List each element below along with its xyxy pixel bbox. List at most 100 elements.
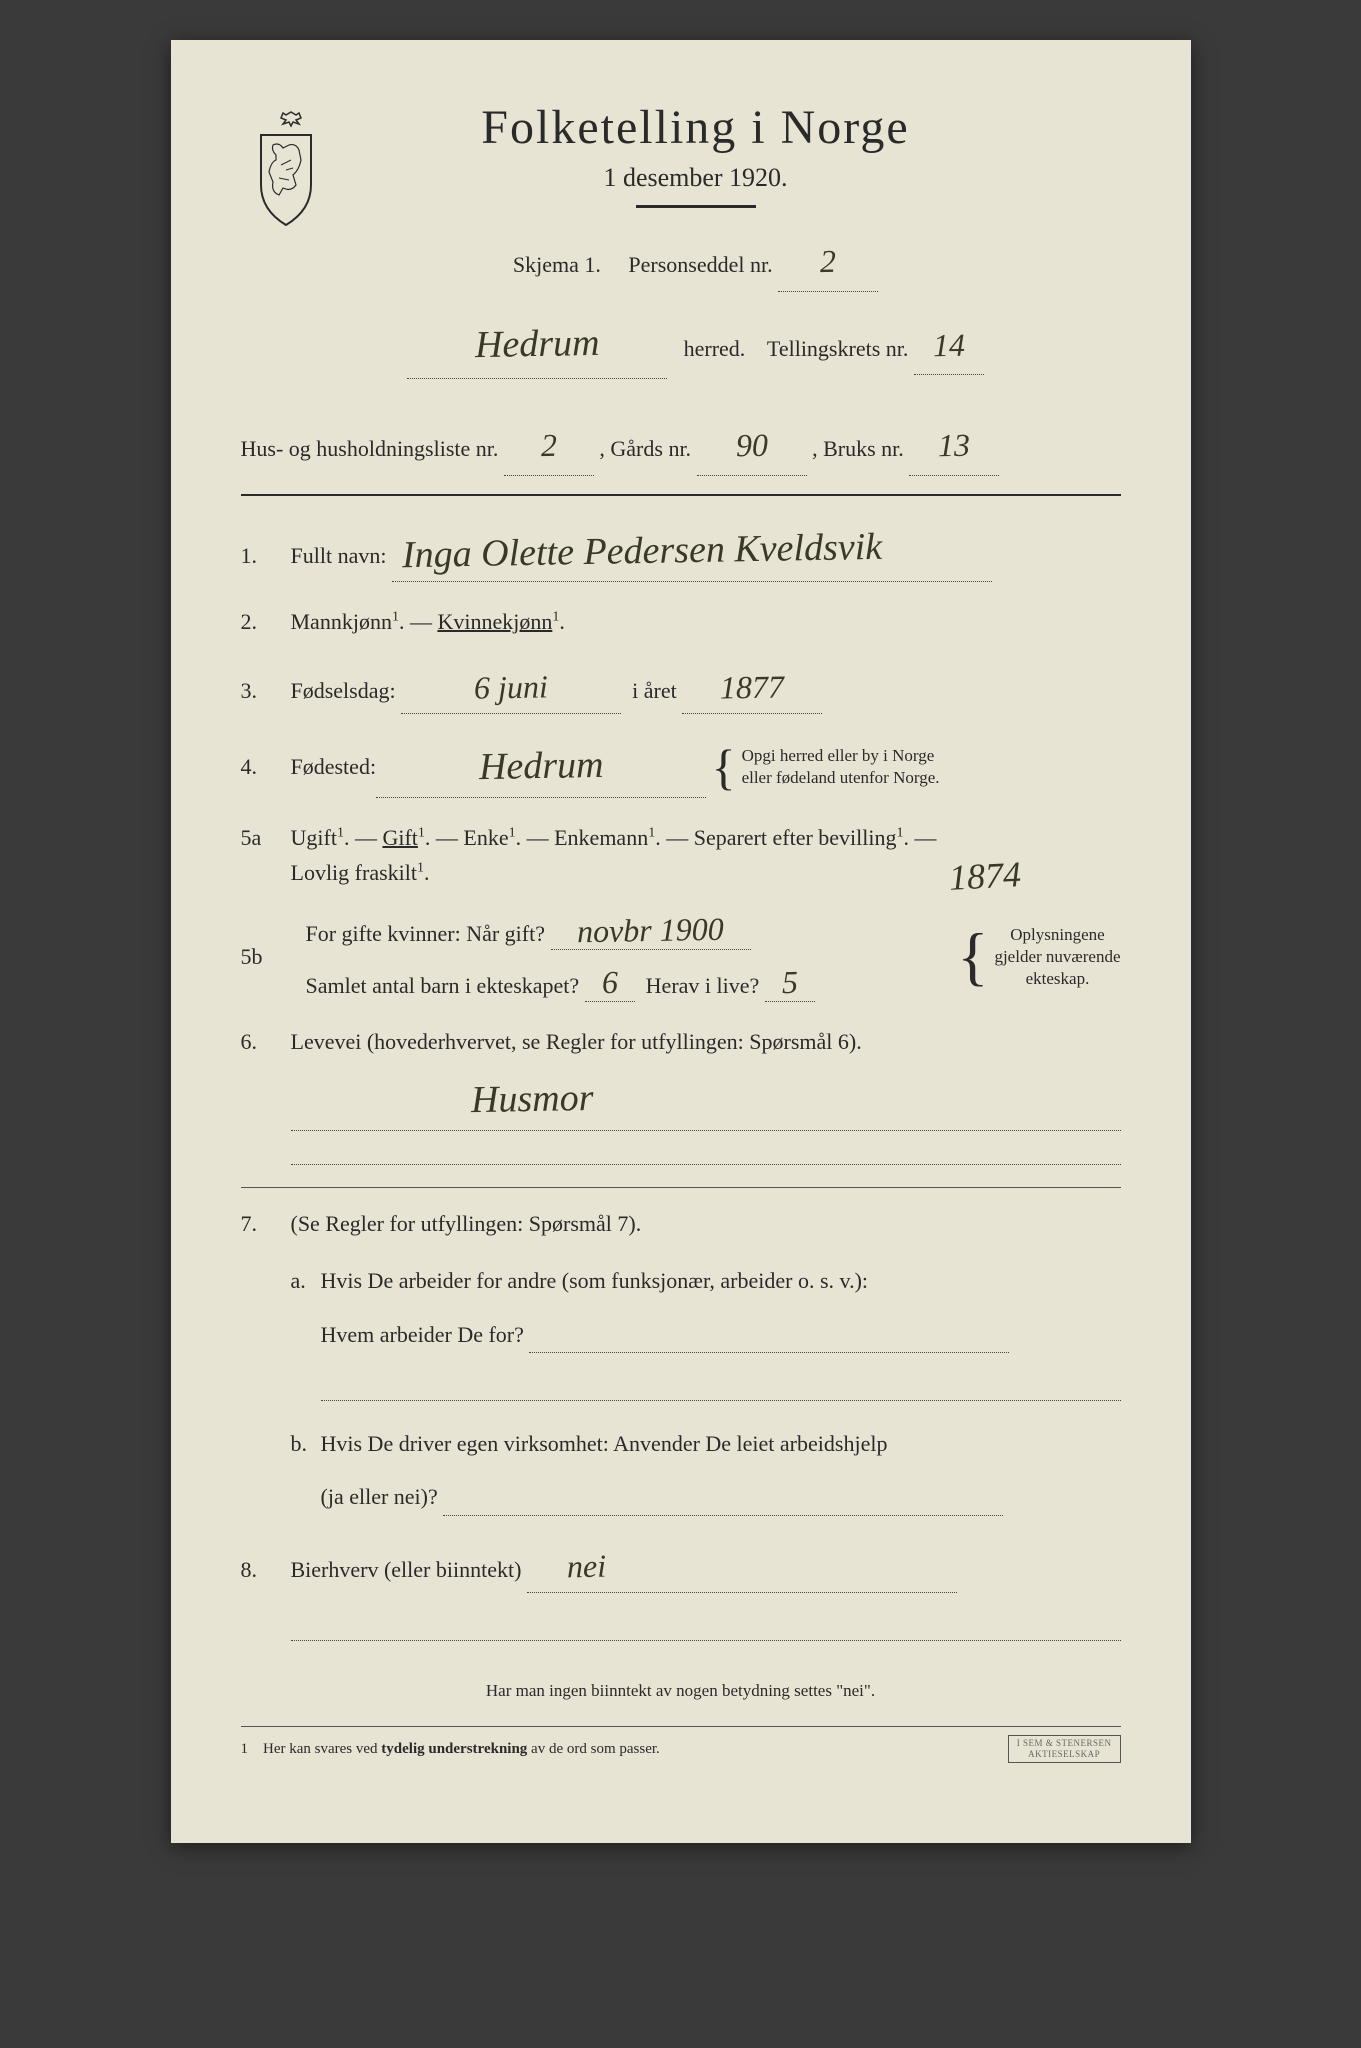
q7a-line2: Hvem arbeider De for? — [321, 1317, 1121, 1353]
q7b-line2: (ja eller nei)? — [321, 1479, 1121, 1515]
skjema-label: Skjema 1. — [513, 252, 601, 277]
q5b-value3: 5 — [781, 964, 798, 1001]
sup-7: 1 — [897, 825, 904, 840]
q7a-text2: Hvem arbeider De for? — [321, 1322, 524, 1347]
q7b-blank — [443, 1479, 1003, 1515]
question-6: 6. Levevei (hovederhvervet, se Regler fo… — [241, 1024, 1121, 1165]
herred-field: Hedrum — [407, 310, 667, 379]
q5b-number: 5b — [241, 944, 291, 970]
q5a-fraskilt: Lovlig fraskilt — [291, 860, 417, 885]
q8-field: nei — [527, 1541, 957, 1593]
q3-day-field: 6 juni — [401, 662, 621, 714]
q4-number: 4. — [241, 749, 291, 784]
question-4: 4. Fødested: Hedrum { Opgi herred eller … — [241, 736, 1121, 798]
q5a-separert: Separert efter bevilling — [694, 825, 897, 850]
q3-day-value: 6 juni — [474, 661, 549, 713]
q8-value: nei — [566, 1540, 606, 1592]
subtitle-date: 1 desember 1920. — [361, 163, 1031, 193]
q5b-value1: novbr 1900 — [577, 911, 724, 951]
tellingskrets-value: 14 — [932, 316, 965, 374]
q5b-label1: For gifte kvinner: Når gift? — [306, 921, 546, 946]
q5a-enkemann: Enkemann — [554, 825, 648, 850]
q5a-ugift: Ugift — [291, 825, 337, 850]
question-5b: 5b For gifte kvinner: Når gift? novbr 19… — [291, 912, 1121, 1002]
q5b-label3: Herav i live? — [646, 973, 760, 998]
q6-value: Husmor — [470, 1068, 594, 1131]
q5b-field3: 5 — [765, 964, 815, 1002]
q5b-fields: For gifte kvinner: Når gift? novbr 1900 … — [306, 912, 943, 1002]
q5b-line2: Samlet antal barn i ekteskapet? 6 Herav … — [306, 964, 943, 1002]
question-7a: a. Hvis De arbeider for andre (som funks… — [241, 1263, 1121, 1401]
q7a-text1: Hvis De arbeider for andre (som funksjon… — [321, 1263, 1121, 1298]
brace-icon-2: { — [957, 931, 988, 983]
q7a-letter: a. — [291, 1263, 321, 1298]
footer-instruction: Har man ingen biinntekt av nogen betydni… — [241, 1681, 1121, 1701]
bruks-value: 13 — [938, 417, 971, 475]
q5a-number: 5a — [241, 820, 291, 855]
main-title: Folketelling i Norge — [361, 100, 1031, 155]
q2-dash: — — [410, 609, 438, 634]
q6-field: Husmor — [291, 1069, 1121, 1131]
q3-year-field: 1877 — [682, 662, 822, 714]
q2-number: 2. — [241, 604, 291, 639]
husliste-value: 2 — [540, 417, 557, 475]
q7b-text2: (ja eller nei)? — [321, 1484, 438, 1509]
gards-field: 90 — [697, 417, 807, 476]
q7b-text1: Hvis De driver egen virksomhet: Anvender… — [321, 1426, 1121, 1461]
title-block: Folketelling i Norge 1 desember 1920. Sk… — [361, 100, 1121, 397]
q2-female: Kvinnekjønn — [437, 609, 552, 634]
tellingskrets-label: Tellingskrets nr. — [767, 336, 908, 361]
q4-brace-note: { Opgi herred eller by i Norge eller fød… — [712, 745, 940, 789]
q4-note-line1: Opgi herred eller by i Norge — [742, 745, 940, 767]
printer-line1: I SEM & STENERSEN — [1017, 1738, 1112, 1749]
q5b-field1: novbr 1900 — [551, 912, 751, 950]
footnote-area: Har man ingen biinntekt av nogen betydni… — [241, 1681, 1121, 1763]
husliste-field: 2 — [504, 417, 594, 476]
q1-content: Fullt navn: Inga Olette Pedersen Kveldsv… — [291, 521, 1121, 583]
footnote-num: 1 — [241, 1741, 249, 1757]
q5b-brace-note: { Oplysningene gjelder nuværende ekteska… — [957, 924, 1120, 990]
printer-line2: AKTIESELSKAP — [1017, 1749, 1112, 1760]
husliste-line: Hus- og husholdningsliste nr. 2 , Gårds … — [241, 417, 1121, 476]
mid-divider — [241, 1187, 1121, 1188]
q5b-line1: For gifte kvinner: Når gift? novbr 1900 — [306, 912, 943, 950]
q4-note-text: Opgi herred eller by i Norge eller fødel… — [742, 745, 940, 789]
q5b-note-line2: gjelder nuværende — [994, 946, 1120, 968]
q4-field: Hedrum — [376, 736, 706, 798]
document-header: Folketelling i Norge 1 desember 1920. Sk… — [241, 100, 1121, 397]
q1-label: Fullt navn: — [291, 543, 387, 568]
sup-1: 1 — [392, 610, 399, 625]
q7b-content: Hvis De driver egen virksomhet: Anvender… — [321, 1426, 1121, 1515]
sup-5: 1 — [509, 825, 516, 840]
q7a-blank — [529, 1317, 1009, 1353]
herred-line: Hedrum herred. Tellingskrets nr. 14 — [361, 310, 1031, 379]
q4-label: Fødested: — [291, 749, 377, 784]
q8-blank-line — [291, 1615, 1121, 1641]
footnote-line: 1 Her kan svares ved tydelig understrekn… — [241, 1726, 1121, 1763]
tellingskrets-field: 14 — [914, 317, 984, 376]
q7-number: 7. — [241, 1206, 291, 1241]
q4-content: Fødested: Hedrum { Opgi herred eller by … — [291, 736, 1121, 798]
herred-value: Hedrum — [474, 309, 600, 380]
q7-label: (Se Regler for utfyllingen: Spørsmål 7). — [291, 1211, 642, 1236]
printer-stamp: I SEM & STENERSEN AKTIESELSKAP — [1008, 1735, 1121, 1763]
q3-year-value: 1877 — [720, 661, 785, 713]
bruks-label: , Bruks nr. — [812, 436, 904, 461]
q7-content: (Se Regler for utfyllingen: Spørsmål 7). — [291, 1206, 1121, 1241]
q8-label: Bierhverv (eller biinntekt) — [291, 1557, 522, 1582]
q2-content: Mannkjønn1. — Kvinnekjønn1. — [291, 604, 1121, 639]
sup-3: 1 — [337, 825, 344, 840]
q6-content: Levevei (hovederhvervet, se Regler for u… — [291, 1024, 1121, 1165]
question-1: 1. Fullt navn: Inga Olette Pedersen Kvel… — [241, 521, 1121, 583]
q5b-field2: 6 — [585, 964, 635, 1002]
q1-field: Inga Olette Pedersen Kveldsvik — [392, 521, 992, 583]
question-2: 2. Mannkjønn1. — Kvinnekjønn1. — [241, 604, 1121, 639]
husliste-label: Hus- og husholdningsliste nr. — [241, 436, 499, 461]
census-form-document: Folketelling i Norge 1 desember 1920. Sk… — [171, 40, 1191, 1843]
q7b-letter: b. — [291, 1426, 321, 1461]
sup-4: 1 — [418, 825, 425, 840]
coat-of-arms-icon — [241, 110, 331, 230]
q6-label: Levevei (hovederhvervet, se Regler for u… — [291, 1029, 862, 1054]
q5b-value2: 6 — [601, 964, 618, 1001]
q1-value: Inga Olette Pedersen Kveldsvik — [401, 516, 882, 585]
